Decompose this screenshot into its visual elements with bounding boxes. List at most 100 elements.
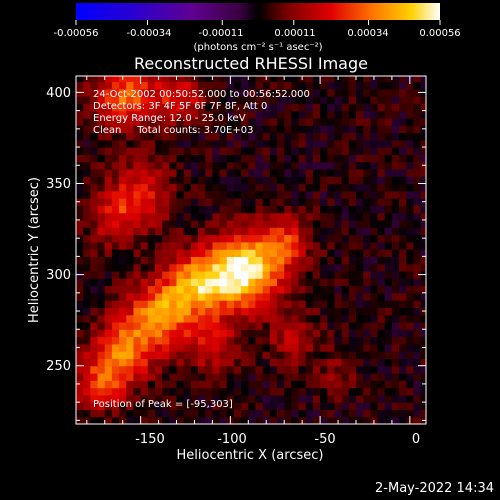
heatmap-pixel [219, 103, 228, 112]
heatmap-pixel [140, 103, 149, 112]
heatmap-pixel [277, 219, 285, 228]
heatmap-pixel [370, 292, 379, 301]
heatmap-pixel [126, 387, 135, 396]
heatmap-pixel [269, 249, 278, 257]
heatmap-pixel [269, 300, 278, 308]
heatmap-pixel [226, 168, 235, 177]
heatmap-pixel [212, 88, 221, 97]
heatmap-pixel [420, 336, 426, 345]
heatmap-pixel [334, 314, 343, 323]
heatmap-pixel [334, 256, 343, 265]
heatmap-pixel [205, 147, 214, 155]
heatmap-pixel [219, 110, 228, 119]
heatmap-pixel [356, 278, 364, 287]
heatmap-pixel [219, 307, 228, 316]
heatmap-pixel [399, 394, 407, 403]
heatmap-pixel [111, 117, 120, 126]
heatmap-pixel [241, 110, 249, 119]
heatmap-pixel [291, 241, 300, 250]
heatmap-pixel [356, 76, 364, 83]
heatmap-pixel [277, 263, 285, 272]
heatmap-pixel [126, 139, 135, 148]
heatmap-pixel [370, 387, 379, 396]
heatmap-pixel [320, 147, 328, 155]
heatmap-pixel [248, 190, 257, 199]
heatmap-pixel [133, 285, 142, 294]
heatmap-pixel [384, 110, 393, 119]
heatmap-pixel [255, 168, 264, 177]
heatmap-pixel [97, 409, 106, 418]
heatmap-pixel [277, 416, 285, 424]
heatmap-pixel [298, 329, 307, 338]
heatmap-pixel [384, 292, 393, 301]
heatmap-pixel [356, 168, 364, 177]
heatmap-pixel [391, 125, 400, 134]
heatmap-pixel [327, 270, 336, 279]
heatmap-pixel [190, 402, 199, 411]
heatmap-pixel [327, 249, 336, 257]
heatmap-pixel [176, 402, 185, 411]
heatmap-pixel [233, 176, 242, 185]
heatmap-pixel [420, 176, 426, 185]
heatmap-pixel [205, 336, 214, 345]
heatmap-pixel [126, 88, 135, 97]
heatmap-pixel [255, 88, 264, 97]
heatmap-pixel [284, 402, 292, 411]
heatmap-pixel [291, 321, 300, 330]
heatmap-pixel [269, 117, 278, 126]
heatmap-pixel [241, 372, 249, 381]
heatmap-pixel [111, 394, 120, 403]
heatmap-pixel [169, 234, 178, 243]
heatmap-pixel [334, 176, 343, 185]
heatmap-pixel [305, 270, 314, 279]
heatmap-pixel [248, 329, 257, 338]
heatmap-pixel [413, 168, 422, 177]
heatmap-pixel [133, 168, 142, 177]
heatmap-pixel [205, 343, 214, 352]
heatmap-pixel [391, 372, 400, 381]
heatmap-pixel [334, 358, 343, 367]
heatmap-pixel [363, 314, 371, 323]
heatmap-pixel [348, 161, 357, 170]
heatmap-pixel [262, 219, 271, 228]
heatmap-pixel [176, 147, 185, 155]
heatmap-pixel [104, 394, 113, 403]
heatmap-pixel [76, 372, 84, 381]
heatmap-pixel [377, 139, 386, 148]
heatmap-pixel [298, 176, 307, 185]
heatmap-pixel [226, 292, 235, 301]
heatmap-pixel [126, 336, 135, 345]
heatmap-pixel [190, 154, 199, 163]
heatmap-pixel [133, 314, 142, 323]
axis-ticks [76, 76, 426, 424]
heatmap-pixel [212, 219, 221, 228]
heatmap-pixel [363, 139, 371, 148]
heatmap-pixel [298, 168, 307, 177]
heatmap-pixel [212, 198, 221, 206]
heatmap-pixel [391, 227, 400, 236]
heatmap-pixel [248, 263, 257, 272]
heatmap-pixel [284, 241, 292, 250]
heatmap-pixel [391, 256, 400, 265]
heatmap-pixel [126, 183, 135, 192]
heatmap-pixel [90, 372, 99, 381]
heatmap-pixel [83, 365, 91, 374]
heatmap-pixel [312, 241, 321, 250]
heatmap-pixel [269, 365, 278, 374]
heatmap-pixel [399, 416, 407, 424]
heatmap-pixel [348, 358, 357, 367]
heatmap-pixel [97, 103, 106, 112]
heatmap-pixel [198, 285, 206, 294]
heatmap-pixel [406, 300, 415, 308]
heatmap-pixel [219, 212, 228, 221]
heatmap-pixel [126, 81, 135, 90]
heatmap-pixel [284, 263, 292, 272]
heatmap-pixel [384, 380, 393, 389]
heatmap-pixel [147, 416, 156, 424]
heatmap-pixel [90, 358, 99, 367]
heatmap-pixel [312, 198, 321, 206]
heatmap-pixel [233, 76, 242, 83]
heatmap-pixel [198, 402, 206, 411]
heatmap-pixel [406, 270, 415, 279]
heatmap-pixel [147, 387, 156, 396]
